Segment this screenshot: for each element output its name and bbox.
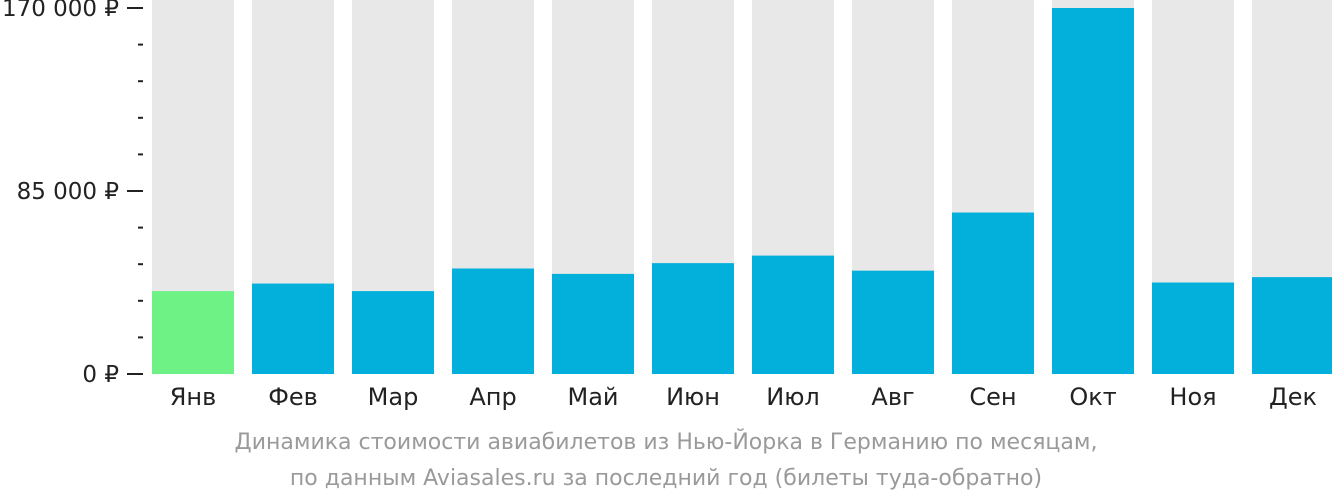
x-tick-label-9: Окт (1069, 383, 1116, 411)
x-tick-label-10: Ноя (1169, 383, 1216, 411)
bar-8 (952, 212, 1034, 374)
bar-2 (352, 291, 434, 374)
bar-9 (1052, 8, 1134, 374)
y-tick-label-0: 0 ₽ (82, 362, 119, 388)
x-tick-label-0: Янв (170, 383, 217, 411)
bar-6 (752, 255, 834, 374)
x-tick-label-3: Апр (469, 383, 516, 411)
bar-chart-svg: Янв Фев Мар Апр Май Июн Июл Авг Сен Окт Ноя Дек 0 ₽ 8… (2, 0, 1332, 411)
bar-7 (852, 270, 934, 374)
bar-5 (652, 263, 734, 374)
y-tick-label-2: 170 000 ₽ (2, 0, 119, 22)
x-tick-label-1: Фев (268, 383, 318, 411)
bar-0 (152, 291, 234, 374)
chart-caption-line-2: по данным Aviasales.ru за последний год … (289, 466, 1043, 491)
y-tick-label-1: 85 000 ₽ (17, 179, 119, 205)
x-tick-label-8: Сен (969, 383, 1016, 411)
bar-4 (552, 273, 634, 374)
bar-1 (252, 283, 334, 374)
x-tick-label-5: Июн (666, 383, 720, 411)
x-tick-label-11: Дек (1269, 383, 1317, 411)
x-tick-label-4: Май (567, 383, 618, 411)
chart-caption-line-1: Динамика стоимости авиабилетов из Нью-Йо… (234, 430, 1098, 455)
x-tick-label-6: Июл (766, 383, 820, 411)
bar-10 (1152, 282, 1234, 374)
x-tick-label-7: Авг (871, 383, 914, 411)
bar-3 (452, 268, 534, 374)
x-tick-label-2: Мар (368, 383, 419, 411)
bar-11 (1252, 277, 1332, 374)
